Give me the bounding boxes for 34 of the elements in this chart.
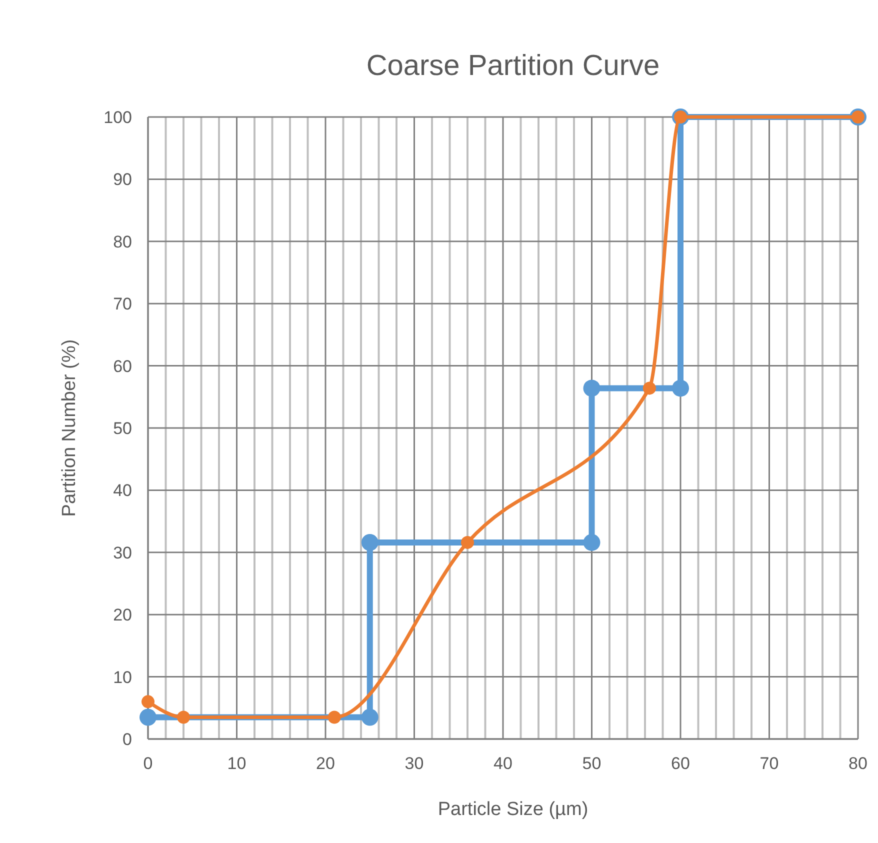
y-tick-label: 20 [113,606,132,625]
point [583,380,600,397]
x-tick-label: 60 [671,754,690,773]
y-tick-label: 90 [113,170,132,190]
x-tick-label: 30 [404,754,424,773]
y-tick-label: 40 [113,481,132,500]
point [583,534,600,551]
y-tick-label: 60 [113,356,132,376]
point [461,536,474,549]
x-axis-title: Particle Size (µm) [438,799,588,820]
chart-title: Coarse Partition Curve [366,50,660,82]
point [361,708,378,726]
y-tick-label: 0 [122,730,132,749]
point [361,534,378,551]
point [140,708,156,726]
point [177,710,190,724]
x-tick-label: 0 [143,754,153,773]
point [142,695,154,708]
y-tick-label: 30 [113,543,132,562]
x-tick-label: 50 [582,754,602,773]
x-tick-label: 10 [227,754,246,773]
x-tick-label: 70 [760,754,779,773]
y-tick-label: 70 [113,294,132,314]
x-tick-label: 40 [494,754,512,773]
y-axis-title: Partition Number (%) [59,339,80,517]
y-tick-label: 10 [113,668,132,687]
x-tick-label: 20 [316,754,335,773]
point [642,382,656,395]
y-tick-label: 50 [113,419,132,438]
y-tick-label: 80 [113,232,132,252]
point [328,710,341,724]
x-tick-label: 80 [848,754,868,773]
y-tick-label: 100 [104,108,132,127]
point [672,380,689,397]
